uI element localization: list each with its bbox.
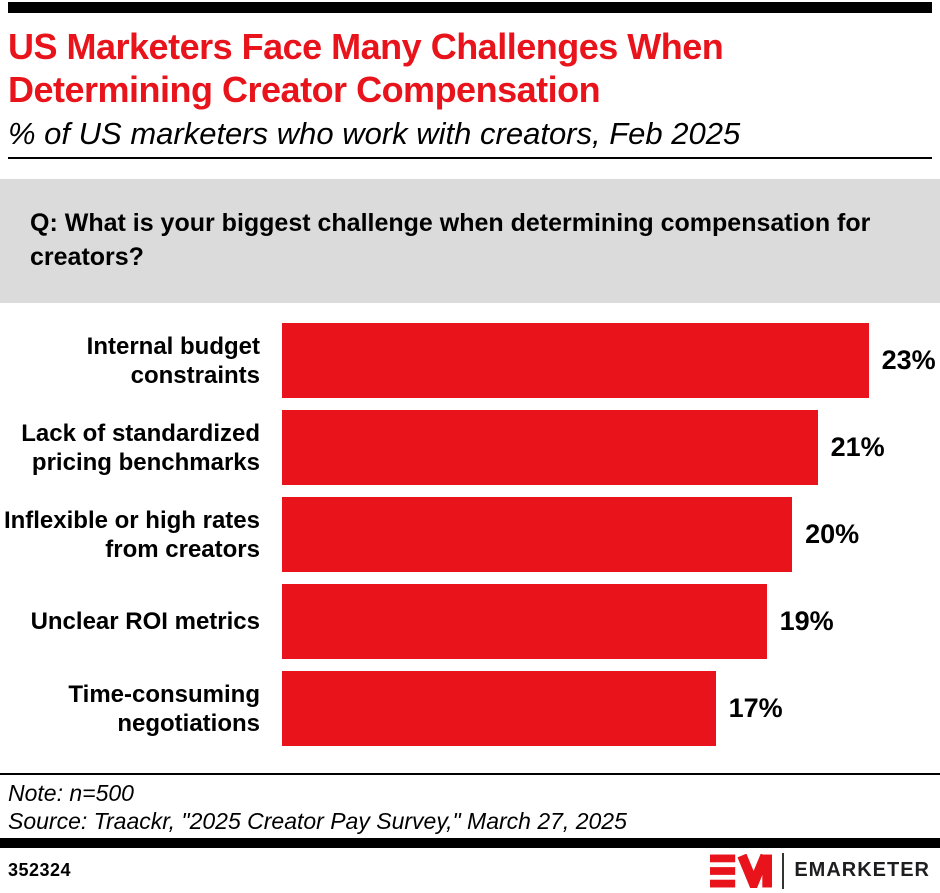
bar	[282, 584, 767, 659]
header-divider	[8, 157, 932, 159]
chart-id: 352324	[8, 860, 72, 880]
bar-value-label: 21%	[830, 432, 885, 462]
top-accent-bar	[8, 2, 932, 13]
question-box: Q: What is your biggest challenge when d…	[0, 179, 940, 303]
bar-value-label: 19%	[779, 606, 834, 636]
bar-value-label: 17%	[728, 693, 783, 723]
bar-value-label: 20%	[805, 519, 860, 549]
chart-row: Internal budget constraints 23%	[0, 323, 940, 398]
bar	[282, 410, 818, 485]
notes-section: Note: n=500 Source: Traackr, "2025 Creat…	[0, 773, 940, 835]
bar-label: Inflexible or high rates from creators	[3, 506, 260, 563]
bar-label: Time-consuming negotiations	[68, 680, 260, 737]
bar-label: Unclear ROI metrics	[30, 608, 260, 635]
chart-row: Unclear ROI metrics 19%	[0, 584, 940, 659]
chart-title-line-1: US Marketers Face Many Challenges When	[8, 26, 724, 67]
note-text: Note: n=500	[8, 780, 134, 806]
bar-track: 17%	[282, 671, 940, 746]
chart-row: Lack of standardized pricing benchmarks 21…	[0, 410, 940, 485]
bar-label: Lack of standardized pricing benchmarks	[21, 419, 260, 476]
header: US Marketers Face Many Challenges When De…	[0, 13, 940, 153]
chart-row: Inflexible or high rates from creators 20%	[0, 497, 940, 572]
logo-divider	[782, 852, 785, 889]
brand-name: EMARKETER	[794, 859, 930, 881]
chart-subtitle: % of US marketers who work with creators…	[8, 116, 741, 151]
source-text: Source: Traackr, "2025 Creator Pay Surve…	[8, 808, 627, 834]
question-text: Q: What is your biggest challenge when d…	[30, 209, 871, 271]
bottom-accent-bar	[0, 838, 940, 848]
brand-logo: EMARKETER	[710, 852, 930, 889]
bar-label: Internal budget constraints	[86, 332, 260, 389]
bar-value-label: 23%	[881, 345, 936, 375]
chart-title-line-2: Determining Creator Compensation	[8, 69, 601, 110]
chart-row: Time-consuming negotiations 17%	[0, 671, 940, 746]
bar-track: 20%	[282, 497, 940, 572]
bar	[282, 497, 793, 572]
bar-track: 21%	[282, 410, 940, 485]
chart-title: US Marketers Face Many Challenges When De…	[8, 25, 932, 111]
bar-track: 23%	[282, 323, 940, 398]
bar	[282, 671, 716, 746]
emarketer-logo-icon	[710, 853, 773, 888]
bar	[282, 323, 869, 398]
footer: 352324 EMARKETER	[0, 848, 940, 893]
bar-chart: Internal budget constraints 23% Lack of sta…	[0, 323, 940, 746]
bar-track: 19%	[282, 584, 940, 659]
